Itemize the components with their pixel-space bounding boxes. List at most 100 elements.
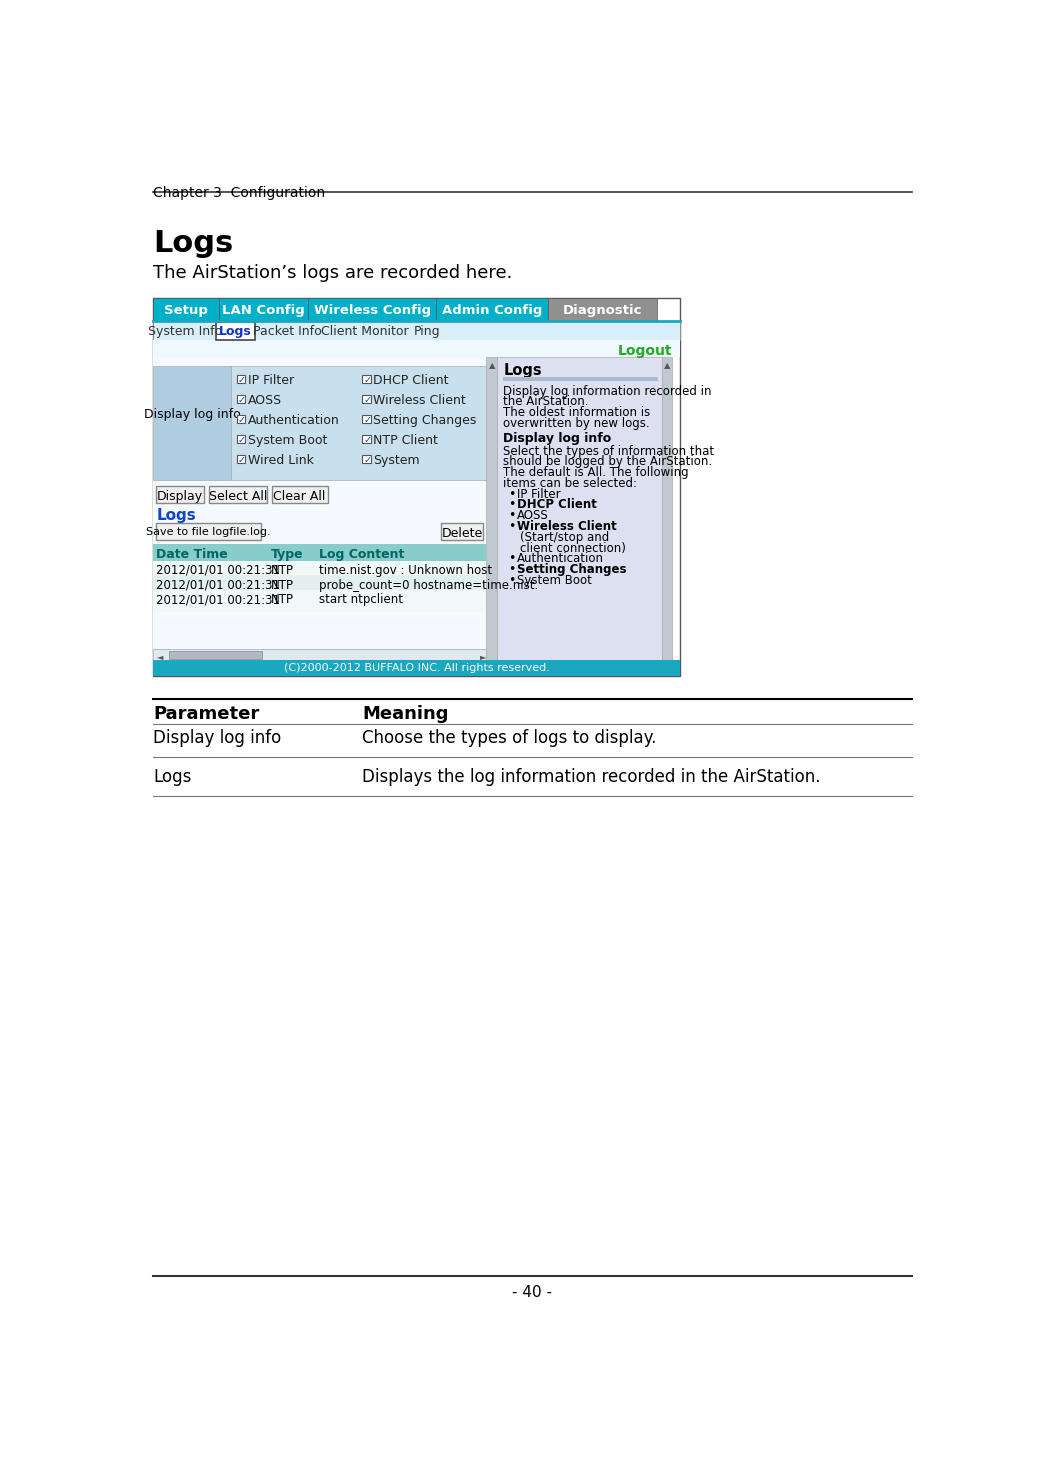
Text: Display log info: Display log info bbox=[153, 730, 282, 747]
Bar bbox=[237, 375, 245, 382]
Text: (Start/stop and: (Start/stop and bbox=[521, 531, 610, 544]
Text: Date Time: Date Time bbox=[156, 547, 228, 560]
Bar bbox=[153, 357, 486, 659]
Text: System Boot: System Boot bbox=[517, 573, 592, 587]
Text: NTP: NTP bbox=[271, 594, 294, 605]
Text: ✓: ✓ bbox=[364, 394, 371, 404]
Text: Setup: Setup bbox=[164, 303, 208, 317]
Bar bbox=[219, 298, 309, 321]
Bar bbox=[363, 375, 371, 382]
Bar bbox=[153, 340, 681, 357]
Text: •: • bbox=[508, 509, 515, 522]
Text: •: • bbox=[508, 519, 515, 533]
Bar bbox=[153, 321, 681, 340]
Bar bbox=[363, 414, 371, 423]
Text: System: System bbox=[373, 454, 420, 467]
Text: ✓: ✓ bbox=[238, 414, 246, 425]
Bar bbox=[153, 366, 231, 480]
Text: The default is All. The following: The default is All. The following bbox=[504, 465, 689, 479]
Bar bbox=[237, 414, 245, 423]
Bar bbox=[216, 322, 255, 340]
Text: 2012/01/01 00:21:31: 2012/01/01 00:21:31 bbox=[156, 565, 281, 576]
Bar bbox=[442, 524, 483, 540]
Text: LAN Config: LAN Config bbox=[222, 303, 304, 317]
Text: Log Content: Log Content bbox=[319, 547, 404, 560]
Text: •: • bbox=[508, 553, 515, 566]
Text: should be logged by the AirStation.: should be logged by the AirStation. bbox=[504, 455, 713, 468]
Text: Packet Info: Packet Info bbox=[252, 325, 322, 338]
Text: Logs: Logs bbox=[157, 508, 196, 522]
Text: Wireless Client: Wireless Client bbox=[517, 519, 617, 533]
Text: Diagnostic: Diagnostic bbox=[563, 303, 642, 317]
Text: •: • bbox=[508, 499, 515, 512]
Text: ✓: ✓ bbox=[238, 435, 246, 445]
Text: System Boot: System Boot bbox=[247, 433, 327, 446]
Bar bbox=[272, 486, 327, 503]
Text: ✓: ✓ bbox=[364, 414, 371, 425]
Text: Authentication: Authentication bbox=[247, 414, 340, 427]
Bar bbox=[153, 298, 219, 321]
Text: Wired Link: Wired Link bbox=[247, 454, 314, 467]
Text: - 40 -: - 40 - bbox=[512, 1285, 552, 1300]
Text: Clear All: Clear All bbox=[273, 490, 326, 503]
Text: NTP Client: NTP Client bbox=[373, 433, 438, 446]
Bar bbox=[237, 435, 245, 444]
Bar bbox=[504, 376, 659, 381]
Text: Display log info: Display log info bbox=[504, 432, 612, 445]
Text: IP Filter: IP Filter bbox=[517, 487, 561, 500]
Text: •: • bbox=[508, 487, 515, 500]
Bar bbox=[363, 435, 371, 444]
Text: Wireless Config: Wireless Config bbox=[314, 303, 430, 317]
Text: probe_count=0 hostname=time.nist.: probe_count=0 hostname=time.nist. bbox=[319, 579, 538, 591]
Text: time.nist.gov : Unknown host: time.nist.gov : Unknown host bbox=[319, 565, 492, 576]
Text: Display log information recorded in: Display log information recorded in bbox=[504, 385, 712, 397]
Text: Choose the types of logs to display.: Choose the types of logs to display. bbox=[363, 730, 657, 747]
Bar bbox=[231, 366, 486, 480]
Text: Setting Changes: Setting Changes bbox=[373, 414, 477, 427]
Text: DHCP Client: DHCP Client bbox=[517, 499, 597, 512]
Text: items can be selected:: items can be selected: bbox=[504, 477, 637, 490]
Text: ✓: ✓ bbox=[364, 455, 371, 464]
Bar bbox=[237, 455, 245, 463]
Text: ✓: ✓ bbox=[238, 375, 246, 385]
Bar bbox=[153, 649, 486, 659]
Text: Logs: Logs bbox=[504, 363, 542, 378]
Bar bbox=[153, 298, 681, 676]
Text: the AirStation.: the AirStation. bbox=[504, 395, 589, 409]
Bar bbox=[153, 575, 486, 589]
Text: Admin Config: Admin Config bbox=[442, 303, 542, 317]
Text: (C)2000-2012 BUFFALO INC. All rights reserved.: (C)2000-2012 BUFFALO INC. All rights res… bbox=[284, 664, 550, 673]
Text: Ping: Ping bbox=[415, 325, 441, 338]
Text: NTP: NTP bbox=[271, 565, 294, 576]
Bar bbox=[549, 298, 657, 321]
Text: Logs: Logs bbox=[153, 229, 234, 258]
Text: 2012/01/01 00:21:31: 2012/01/01 00:21:31 bbox=[156, 594, 281, 605]
Text: ✓: ✓ bbox=[238, 394, 246, 404]
Bar bbox=[156, 486, 205, 503]
Bar bbox=[237, 394, 245, 403]
Bar bbox=[153, 604, 486, 613]
Text: Displays the log information recorded in the AirStation.: Displays the log information recorded in… bbox=[363, 767, 821, 786]
Text: Client Monitor: Client Monitor bbox=[321, 325, 409, 338]
Text: ✓: ✓ bbox=[238, 455, 246, 464]
Bar bbox=[153, 659, 681, 676]
Text: Logout: Logout bbox=[618, 344, 672, 357]
Bar bbox=[309, 298, 436, 321]
Text: Logs: Logs bbox=[153, 767, 191, 786]
Bar bbox=[436, 298, 549, 321]
Text: The AirStation’s logs are recorded here.: The AirStation’s logs are recorded here. bbox=[153, 264, 512, 282]
Text: •: • bbox=[508, 573, 515, 587]
Bar bbox=[498, 357, 662, 659]
Text: Save to file logfile.log.: Save to file logfile.log. bbox=[145, 527, 270, 537]
Text: ▲: ▲ bbox=[488, 362, 495, 371]
Text: ✓: ✓ bbox=[364, 375, 371, 385]
Bar bbox=[168, 651, 262, 658]
Text: Chapter 3  Configuration: Chapter 3 Configuration bbox=[153, 185, 325, 200]
Bar bbox=[153, 544, 486, 560]
Text: NTP: NTP bbox=[271, 579, 294, 591]
Text: overwritten by new logs.: overwritten by new logs. bbox=[504, 417, 650, 430]
Text: Logs: Logs bbox=[219, 325, 251, 338]
Bar bbox=[662, 357, 672, 659]
Text: Display log info: Display log info bbox=[143, 409, 240, 422]
Bar bbox=[363, 455, 371, 463]
